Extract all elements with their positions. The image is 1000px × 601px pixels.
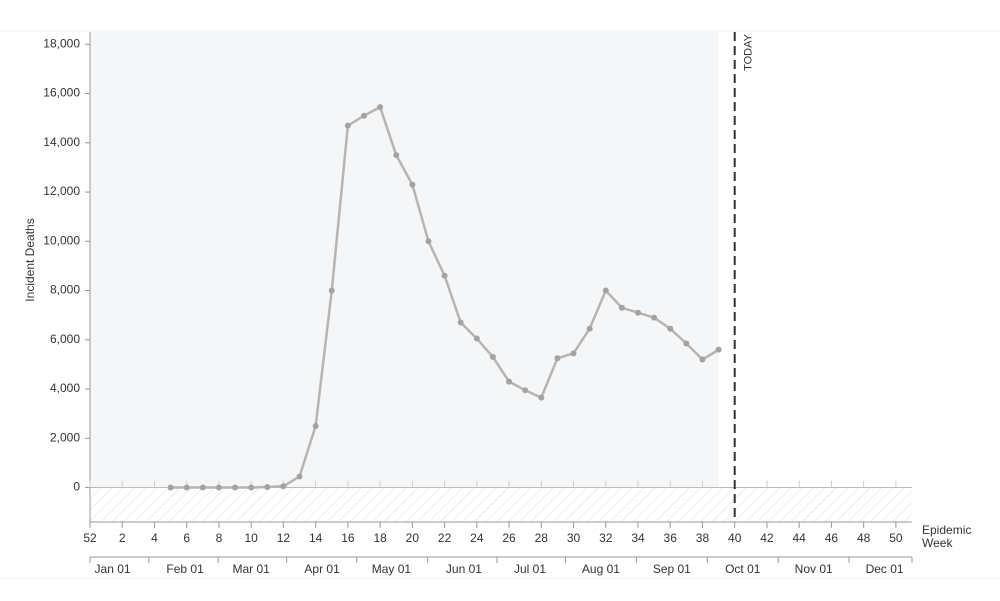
x-tick-label: 40 [728, 531, 742, 545]
data-point [667, 325, 674, 332]
data-point [328, 287, 335, 294]
y-tick-label: 8,000 [50, 283, 80, 297]
x-tick-label: 4 [151, 531, 158, 545]
data-point [586, 325, 593, 332]
x-tick-label: 44 [792, 531, 806, 545]
data-point [715, 346, 722, 353]
data-point [570, 350, 577, 357]
month-label: Dec 01 [866, 562, 904, 576]
data-point [361, 112, 367, 119]
x-tick-label: 20 [406, 531, 420, 545]
today-label: TODAY [743, 33, 755, 71]
data-point [167, 484, 174, 491]
y-tick-label: 4,000 [50, 381, 80, 395]
y-tick-label: 0 [73, 480, 80, 494]
data-point [651, 314, 658, 321]
y-tick-label: 12,000 [43, 184, 80, 198]
x-tick-label: 38 [696, 531, 710, 545]
y-tick-label: 10,000 [43, 233, 80, 247]
data-point [457, 319, 464, 326]
x-tick-label: 22 [438, 531, 452, 545]
x-tick-label: 28 [535, 531, 549, 545]
data-point [699, 356, 706, 363]
x-tick-label: 10 [244, 531, 258, 545]
data-point [618, 304, 625, 311]
x-tick-label: 34 [631, 531, 645, 545]
month-label: Feb 01 [166, 562, 204, 576]
data-point [312, 422, 319, 429]
data-point [425, 238, 432, 245]
x-tick-label: 6 [183, 531, 190, 545]
x-tick-label: 16 [341, 531, 355, 545]
x-axis-label: Epidemic Week [922, 523, 972, 550]
data-point [506, 378, 513, 385]
y-tick-label: 2,000 [50, 430, 80, 444]
x-tick-label: 26 [502, 531, 516, 545]
x-tick-label: 18 [373, 531, 387, 545]
data-point [344, 122, 351, 129]
data-point [441, 272, 448, 279]
data-point [215, 484, 222, 491]
data-point [296, 473, 303, 480]
data-point [473, 335, 480, 342]
data-point [522, 387, 529, 394]
data-point [683, 340, 690, 347]
y-tick-label: 18,000 [43, 36, 80, 50]
data-point [554, 355, 561, 362]
y-axis-label: Incident Deaths [23, 218, 37, 301]
data-point [489, 354, 496, 361]
x-tick-label: 14 [309, 531, 323, 545]
data-point [602, 287, 609, 294]
x-tick-label: 30 [567, 531, 581, 545]
month-label: Apr 01 [304, 562, 340, 576]
x-tick-label: 46 [825, 531, 839, 545]
month-label: Aug 01 [582, 562, 620, 576]
x-tick-label: 36 [664, 531, 678, 545]
x-tick-label: 50 [889, 531, 903, 545]
observed-region [90, 32, 719, 488]
y-tick-label: 6,000 [50, 332, 80, 346]
month-label: Oct 01 [725, 562, 761, 576]
x-tick-label: 2 [119, 531, 126, 545]
x-tick-label: 12 [277, 531, 291, 545]
x-tick-label: 52 [83, 531, 97, 545]
x-tick-label: 32 [599, 531, 613, 545]
data-point [183, 484, 190, 491]
y-tick-label: 14,000 [43, 135, 80, 149]
data-point [232, 484, 239, 491]
data-point [538, 394, 545, 401]
x-tick-label: 24 [470, 531, 484, 545]
data-point [393, 152, 400, 159]
month-label: Mar 01 [232, 562, 270, 576]
month-label: Jan 01 [95, 562, 131, 576]
month-label: Jul 01 [514, 562, 546, 576]
data-point [264, 484, 271, 491]
month-label: May 01 [372, 562, 412, 576]
data-point [280, 483, 287, 490]
data-point [377, 104, 384, 111]
data-point [199, 484, 206, 491]
data-point [248, 484, 255, 491]
month-label: Sep 01 [653, 562, 691, 576]
month-label: Jun 01 [446, 562, 482, 576]
month-label: Nov 01 [795, 562, 833, 576]
negative-region [90, 487, 912, 522]
x-tick-label: 42 [760, 531, 774, 545]
x-tick-label: 8 [216, 531, 223, 545]
y-tick-label: 16,000 [43, 86, 80, 100]
x-tick-label: 48 [857, 531, 871, 545]
data-point [635, 309, 641, 316]
data-point [409, 181, 416, 188]
